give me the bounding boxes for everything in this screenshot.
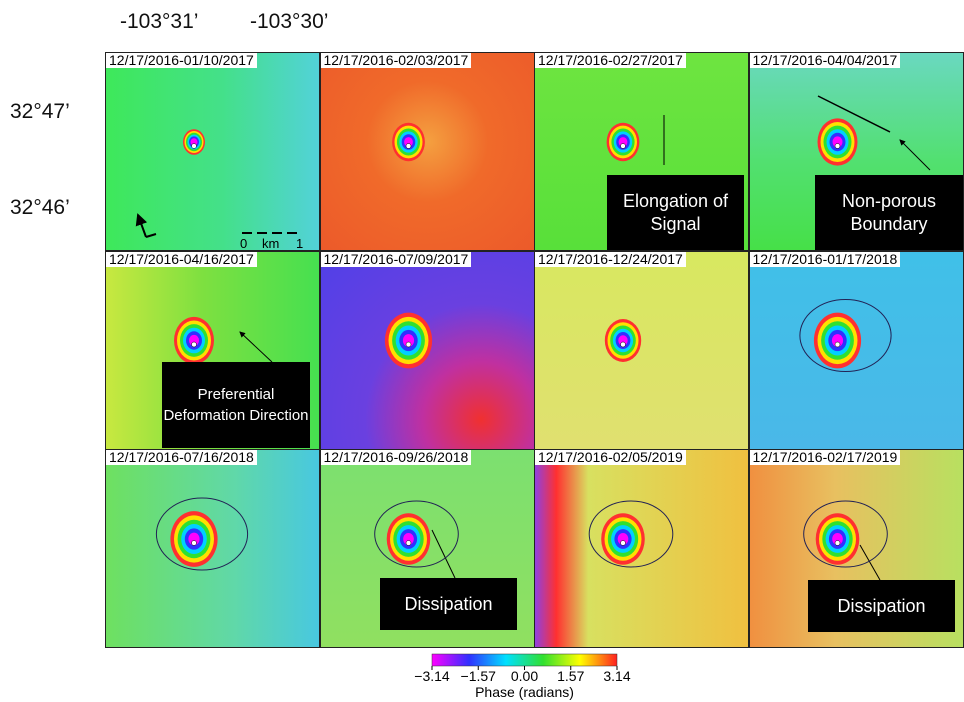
panel-title: 12/17/2016-02/17/2019: [750, 450, 901, 465]
annotation: Preferential Deformation Direction: [162, 362, 310, 448]
annotation: Dissipation: [380, 578, 517, 630]
well: [621, 342, 626, 347]
well: [835, 144, 840, 149]
well: [406, 541, 411, 546]
well: [192, 541, 197, 546]
panel-title: 12/17/2016-07/09/2017: [321, 252, 472, 267]
scale-end: 1: [296, 236, 303, 251]
panel-title: 12/17/2016-02/27/2017: [535, 53, 686, 68]
well: [835, 342, 840, 347]
leader: [240, 332, 272, 362]
colorbar-tick-label: −1.57: [461, 668, 497, 684]
north-arrow: [138, 215, 146, 237]
colorbar-tick-label: 1.57: [557, 668, 584, 684]
panel-title: 12/17/2016-04/04/2017: [750, 53, 901, 68]
well: [192, 342, 197, 347]
annotation: Elongation of Signal: [607, 175, 744, 250]
panel-title: 12/17/2016-12/24/2017: [535, 252, 686, 267]
colorbar-tick-label: 3.14: [603, 668, 630, 684]
figure: {"axes": {"lon_labels": ["-103°31’", "-1…: [0, 0, 964, 702]
panel-title: 12/17/2016-01/10/2017: [106, 53, 257, 68]
scale-unit: km: [262, 236, 279, 251]
well: [406, 342, 411, 347]
annotation: Dissipation: [808, 580, 955, 632]
panel-title: 12/17/2016-02/05/2019: [535, 450, 686, 465]
colorbar-tick-label: −3.14: [414, 668, 450, 684]
well: [621, 541, 626, 546]
scale-start: 0: [240, 236, 247, 251]
colorbar: [432, 654, 617, 666]
colorbar-tick-label: 0.00: [511, 668, 538, 684]
well: [406, 144, 411, 149]
leader: [860, 545, 880, 580]
panel-title: 12/17/2016-07/16/2018: [106, 450, 257, 465]
well: [192, 144, 197, 149]
panel-title: 12/17/2016-09/26/2018: [321, 450, 472, 465]
panel-title: 12/17/2016-01/17/2018: [750, 252, 901, 267]
panel-title: 12/17/2016-02/03/2017: [321, 53, 472, 68]
leader: [900, 140, 930, 170]
well: [835, 541, 840, 546]
north-arrow: [146, 234, 156, 237]
panel-title: 12/17/2016-04/16/2017: [106, 252, 257, 267]
well: [621, 144, 626, 149]
annotation: Non-porous Boundary: [815, 175, 963, 250]
leader: [432, 530, 455, 578]
